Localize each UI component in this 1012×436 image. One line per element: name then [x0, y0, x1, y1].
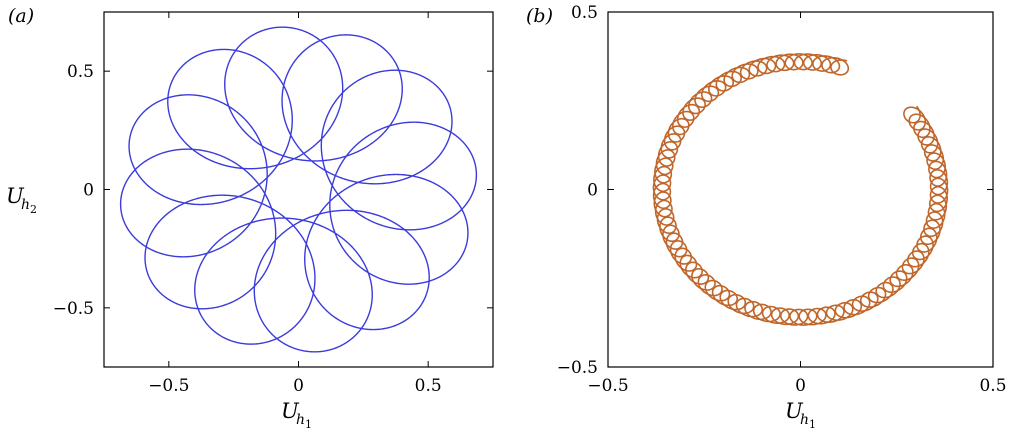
panel-b-tick-labels: −0.5 0 0.5 −0.5 0 0.5	[557, 3, 1007, 396]
panel-a-series-line	[119, 26, 478, 353]
svg-text:1: 1	[305, 418, 312, 431]
panel-a-label: (a)	[8, 5, 34, 27]
y-tick-label: −0.5	[557, 358, 598, 378]
panel-a-ticks	[104, 12, 493, 367]
y-tick-label: −0.5	[53, 299, 94, 319]
svg-text:U: U	[785, 399, 804, 423]
y-tick-label: 0.5	[67, 62, 94, 82]
x-tick-label: 0.5	[979, 376, 1006, 396]
panel-b-x-axis-label: U h 1	[785, 399, 816, 431]
panel-a: (a) −0.5 0 0.5 −0.5 0 0.5 U h 1 U h 2	[6, 5, 494, 431]
panel-b: (b) −0.5 0 0.5 −0.5 0 0.5 U h 1	[526, 3, 1007, 431]
panel-a-tick-labels: −0.5 0 0.5 −0.5 0 0.5	[53, 62, 442, 396]
svg-text:h: h	[296, 412, 305, 428]
svg-text:h: h	[800, 412, 809, 428]
x-tick-label: 0.5	[415, 376, 442, 396]
svg-text:U: U	[6, 184, 25, 208]
panel-b-ticks	[607, 11, 994, 368]
x-tick-label: −0.5	[587, 376, 628, 396]
y-tick-label: 0	[587, 181, 598, 201]
y-tick-label: 0.5	[571, 3, 598, 23]
panel-a-frame	[103, 11, 494, 368]
svg-text:U: U	[281, 399, 300, 423]
y-tick-label: 0	[83, 181, 94, 201]
panel-a-y-axis-label: U h 2	[6, 184, 37, 216]
x-tick-label: 0	[795, 376, 806, 396]
svg-text:h: h	[21, 197, 30, 213]
panel-b-series-line	[652, 53, 949, 326]
x-tick-label: −0.5	[148, 376, 189, 396]
panel-b-label: (b)	[526, 5, 553, 27]
panel-a-x-axis-label: U h 1	[281, 399, 312, 431]
svg-text:1: 1	[809, 418, 816, 431]
x-tick-label: 0	[293, 376, 304, 396]
svg-text:2: 2	[30, 203, 37, 216]
